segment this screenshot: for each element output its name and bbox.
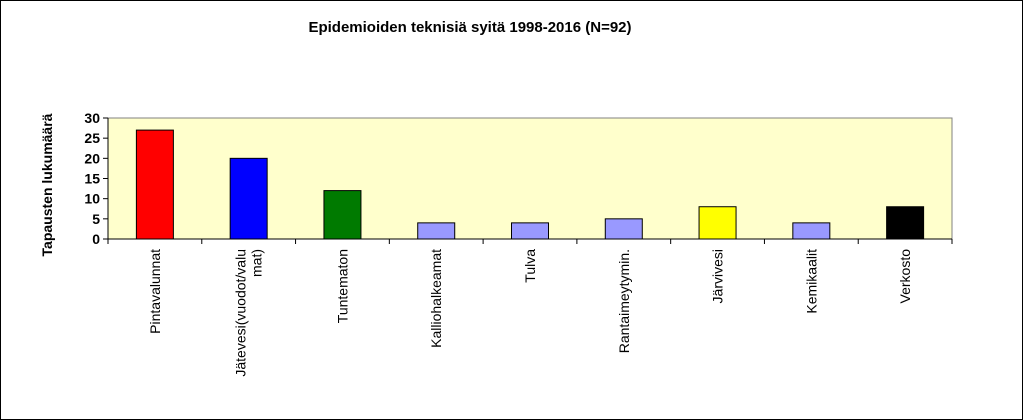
x-tick-label: Järvivesi bbox=[710, 249, 726, 303]
y-tick-labels: 0 5 10 15 20 25 30 bbox=[84, 110, 100, 247]
x-tick-labels: Pintavalunnat Jätevesi(vuodot/valu mat) Tun… bbox=[147, 249, 913, 377]
axes bbox=[103, 117, 953, 244]
x-tick-label: Verkosto bbox=[897, 249, 913, 304]
x-tick-label: Kemikaalit bbox=[803, 249, 819, 314]
y-tick-label: 15 bbox=[84, 171, 100, 187]
bar-4 bbox=[417, 222, 456, 240]
x-tick-label: Kalliohalkeamat bbox=[428, 249, 444, 348]
x-tick-label: Jätevesi(vuodot/valu bbox=[233, 249, 249, 377]
bar-8 bbox=[792, 222, 831, 240]
bar-1 bbox=[135, 129, 174, 240]
y-tick-label: 5 bbox=[92, 211, 100, 227]
bar-7 bbox=[698, 206, 737, 240]
bar-5 bbox=[511, 222, 549, 240]
x-tick-label: Tuntematon bbox=[334, 249, 350, 323]
x-tick-label: Pintavalunnat bbox=[147, 249, 163, 334]
bars bbox=[135, 129, 925, 240]
y-tick-label: 30 bbox=[84, 110, 100, 126]
y-tick-label: 20 bbox=[84, 150, 100, 166]
y-tick-label: 0 bbox=[92, 231, 100, 247]
bar-9 bbox=[886, 206, 925, 240]
bar-6 bbox=[604, 218, 643, 240]
bar-3 bbox=[323, 190, 362, 240]
y-tick-label: 25 bbox=[84, 130, 100, 146]
x-tick-label: Rantaimeytymin. bbox=[616, 249, 632, 353]
bar-2 bbox=[229, 157, 268, 240]
y-tick-label: 10 bbox=[84, 191, 100, 207]
x-tick-label: Tulva bbox=[522, 249, 538, 283]
chart-title: Epidemioiden teknisiä syitä 1998-2016 (N… bbox=[308, 19, 631, 36]
x-tick-label: mat) bbox=[249, 249, 265, 277]
y-axis-label: Tapausten lukumäärä bbox=[39, 113, 55, 256]
